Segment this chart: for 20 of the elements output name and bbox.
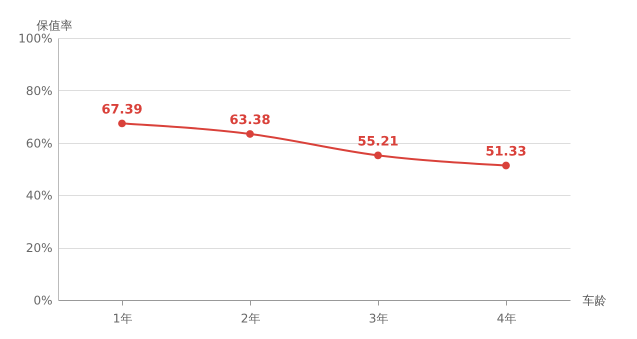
point: [502, 162, 510, 170]
data-label: 63.38: [229, 112, 271, 128]
x-tick-label: 3年: [368, 312, 388, 326]
y-tick-label: 20%: [26, 241, 52, 256]
point: [246, 130, 254, 138]
x-axis-title: 车龄: [582, 294, 606, 308]
x-tick-label: 1年: [112, 312, 132, 326]
y-tick-label: 40%: [26, 188, 52, 203]
x-tick-label: 4年: [496, 312, 516, 326]
point: [118, 120, 126, 128]
data-label: 67.39: [101, 102, 143, 118]
y-tick-label: 100%: [18, 32, 52, 46]
point: [374, 151, 382, 160]
y-axis-title: 保值率: [36, 18, 72, 32]
y-tick-label: 0%: [33, 294, 52, 308]
x-tick-label: 2年: [240, 312, 260, 326]
data-label: 51.33: [485, 144, 527, 160]
data-label: 55.21: [357, 134, 399, 150]
y-tick-label: 80%: [26, 84, 52, 98]
y-tick-label: 60%: [26, 136, 52, 150]
